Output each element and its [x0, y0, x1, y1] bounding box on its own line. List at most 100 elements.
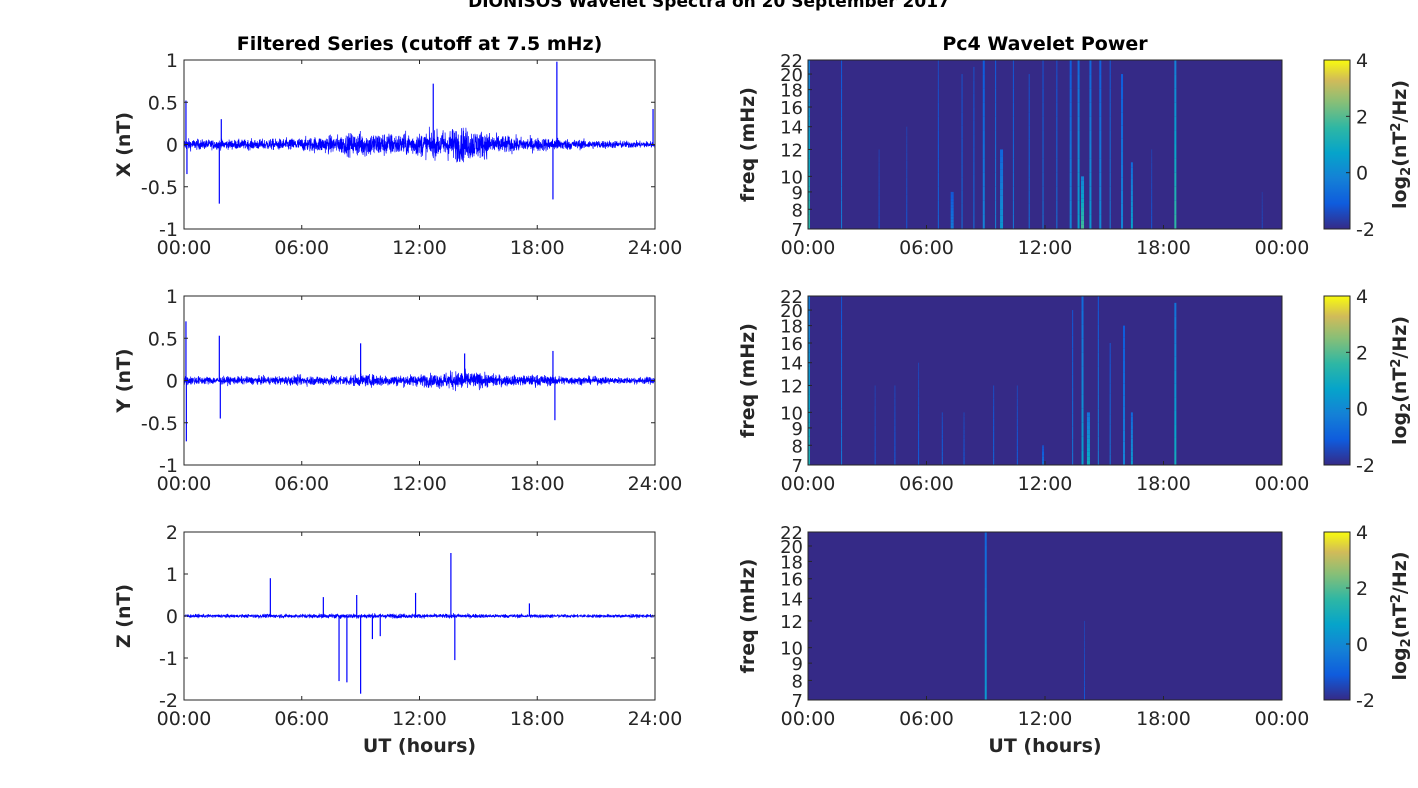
- x-tick-label: 06:00: [274, 708, 329, 730]
- power-streak-20: [1099, 60, 1102, 229]
- x-tick-label: 00:00: [157, 237, 212, 259]
- power-streak-12: [1081, 296, 1084, 465]
- y-tick-label: 22: [780, 523, 803, 544]
- power-streak-25: [1174, 60, 1177, 229]
- power-streak-7: [963, 412, 965, 465]
- power-streak-14: [1097, 296, 1099, 465]
- x-tick-label: 00:00: [1255, 473, 1310, 495]
- colorbar-tick-label: 0: [1356, 163, 1368, 185]
- x-tick-label: 24:00: [628, 237, 683, 259]
- colorbar-tick-label: 0: [1356, 634, 1368, 656]
- power-streak-4: [894, 385, 896, 465]
- figure-title: DIONISOS Wavelet Spectra on 20 September…: [468, 0, 950, 12]
- colorbar-3: -2 0 2 4 log2(nT2/Hz): [1323, 522, 1414, 712]
- colorbar-tick-label: 2: [1356, 342, 1368, 364]
- colorbar-tick-label: 4: [1356, 286, 1368, 308]
- x-tick-label: 12:00: [392, 473, 447, 495]
- time-series-panel-1: 00:00 06:00 12:00 18:00 24:00 -1 -0.5 0 0.5 1 X (n…: [113, 33, 682, 259]
- y-tick-label: 12: [780, 612, 803, 633]
- power-streak-13: [1028, 74, 1030, 229]
- y-tick-label: 20: [780, 537, 803, 558]
- colorbar-1: -2 0 2 4 log2(nT2/Hz): [1323, 50, 1414, 241]
- y-tick-label: 0: [166, 371, 178, 393]
- x-tick-label: 12:00: [1018, 708, 1073, 730]
- y-tick-label: 10: [780, 167, 803, 188]
- x-tick-label: 06:00: [899, 708, 954, 730]
- y-axis-label: freq (mHz): [737, 87, 759, 202]
- power-streak-17: [1130, 412, 1133, 465]
- power-streak-2: [841, 296, 843, 465]
- x-tick-label: 00:00: [1255, 708, 1310, 730]
- x-tick-label: 00:00: [157, 473, 212, 495]
- colorbar-tick-label: -2: [1356, 690, 1375, 712]
- power-streak-26: [1261, 191, 1263, 229]
- colorbar-tick-label: -2: [1356, 219, 1375, 241]
- y-tick-label: -0.5: [141, 177, 178, 199]
- power-streak-11: [1000, 149, 1004, 229]
- y-axis-label: X (nT): [113, 112, 135, 177]
- y-tick-label: 12: [780, 140, 803, 161]
- y-tick-label: 14: [780, 118, 803, 139]
- power-streak-10: [1042, 445, 1045, 465]
- power-streak-9: [1016, 385, 1018, 465]
- heatmap-background: [808, 60, 1282, 229]
- power-streak-2: [1084, 620, 1085, 700]
- power-streak-1: [807, 60, 810, 229]
- power-streak-5: [918, 362, 920, 465]
- y-tick-label: 2: [166, 522, 178, 544]
- y-axis-label: Z (nT): [113, 584, 135, 648]
- colorbar-tick-label: 4: [1356, 50, 1368, 72]
- colorbar-tick-label: 0: [1356, 399, 1368, 421]
- wavelet-panel-3: 00:00 06:00 12:00 18:00 00:00789101214161820…: [737, 523, 1309, 757]
- panel-title: Pc4 Wavelet Power: [942, 33, 1148, 55]
- power-streak-2: [841, 60, 843, 229]
- x-tick-label: 24:00: [628, 708, 683, 730]
- colorbar-label: log2(nT2/Hz): [1389, 551, 1414, 680]
- x-tick-label: 06:00: [899, 473, 954, 495]
- y-tick-label: 9: [792, 419, 803, 440]
- x-tick-label: 00:00: [1255, 237, 1310, 259]
- panel-title: Filtered Series (cutoff at 7.5 mHz): [237, 33, 603, 55]
- colorbar-gradient: [1323, 59, 1351, 230]
- x-tick-label: 18:00: [510, 708, 565, 730]
- power-streak-23: [1130, 162, 1133, 229]
- series-line: [183, 612, 656, 620]
- heatmap-background: [808, 296, 1282, 465]
- y-tick-label: 8: [792, 436, 803, 457]
- x-tick-label: 24:00: [628, 473, 683, 495]
- power-streak-8: [973, 66, 975, 229]
- colorbar-label: log2(nT2/Hz): [1389, 80, 1414, 209]
- y-tick-label: 18: [780, 81, 803, 102]
- wavelet-panel-1: 00:00 06:00 12:00 18:00 00:00789101214161820…: [737, 33, 1309, 259]
- series-line: [183, 368, 656, 392]
- power-streak-15: [1109, 342, 1111, 465]
- y-tick-label: 7: [792, 220, 803, 241]
- x-tick-label: 18:00: [510, 237, 565, 259]
- y-tick-label: 10: [780, 403, 803, 424]
- y-tick-label: 14: [780, 589, 803, 610]
- x-tick-label: 00:00: [781, 473, 836, 495]
- time-series-panel-3: 00:00 06:00 12:00 18:00 24:00 -2 -1 0 1 2 Z (nT) UT…: [113, 522, 682, 757]
- y-tick-label: -1: [159, 455, 178, 477]
- x-tick-label: 12:00: [1018, 237, 1073, 259]
- heatmap-background: [808, 532, 1282, 700]
- y-tick-label: 0.5: [148, 92, 178, 114]
- x-tick-label: 18:00: [1136, 473, 1191, 495]
- y-tick-label: 16: [780, 334, 803, 355]
- y-tick-label: 7: [792, 691, 803, 712]
- power-streak-19: [1089, 60, 1092, 229]
- x-tick-label: 12:00: [392, 237, 447, 259]
- colorbar-tick-label: 4: [1356, 522, 1368, 544]
- y-tick-label: 22: [780, 51, 803, 72]
- y-tick-label: 1: [166, 286, 178, 308]
- power-streak-3: [878, 149, 880, 229]
- x-tick-label: 18:00: [510, 473, 565, 495]
- x-tick-label: 06:00: [899, 237, 954, 259]
- y-tick-label: 8: [792, 671, 803, 692]
- time-series-panel-2: 00:00 06:00 12:00 18:00 24:00 -1 -0.5 0 0.5 1 Y (n…: [113, 286, 682, 495]
- y-tick-label: 9: [792, 654, 803, 675]
- y-tick-label: 12: [780, 376, 803, 397]
- power-streak-13: [1086, 412, 1090, 465]
- power-streak-8: [993, 385, 995, 465]
- y-axis-label: Y (nT): [113, 348, 135, 413]
